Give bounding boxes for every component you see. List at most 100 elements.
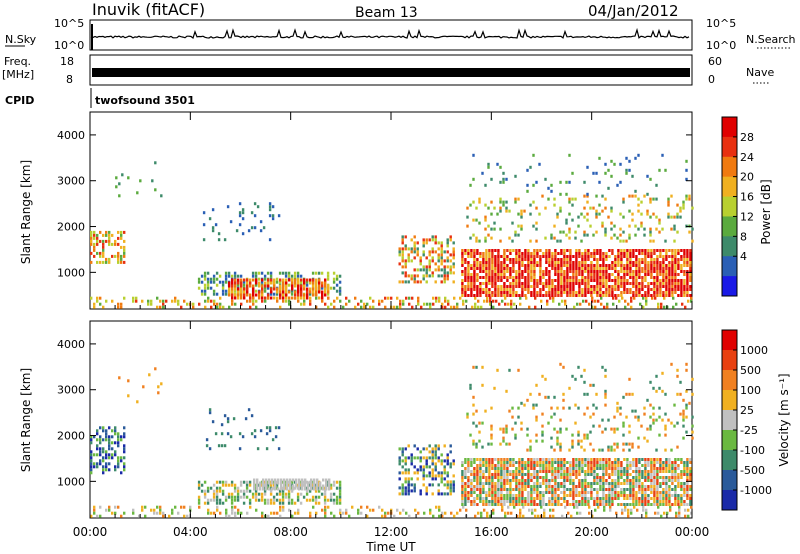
echo-cell	[572, 264, 575, 267]
echo-cell	[265, 426, 269, 430]
echo-cell	[515, 270, 518, 273]
echo-cell	[308, 498, 312, 502]
echo-cell	[476, 249, 479, 252]
echo-cell	[413, 256, 416, 260]
echo-cell	[536, 473, 539, 476]
echo-cell	[500, 255, 503, 258]
echo-cell	[629, 461, 632, 464]
echo-cell	[290, 274, 294, 278]
echo-cell	[627, 511, 630, 515]
echo-cell	[315, 293, 318, 297]
echo-cell	[332, 286, 336, 290]
echo-cell	[217, 444, 221, 448]
echo-cell	[384, 511, 387, 515]
echo-cell	[473, 497, 476, 500]
echo-cell	[491, 476, 494, 479]
echo-cell	[303, 281, 306, 285]
echo-cell	[675, 514, 678, 518]
echo-cell	[230, 483, 234, 487]
nsearch-label: N.Search	[746, 33, 796, 46]
echo-cell	[685, 368, 688, 372]
echo-cell	[689, 261, 692, 264]
echo-cell	[313, 481, 316, 485]
echo-cell	[369, 508, 372, 512]
echo-cell	[497, 249, 500, 252]
echo-cell	[488, 279, 491, 282]
echo-cell	[683, 255, 686, 258]
echo-cell	[268, 202, 272, 206]
echo-cell	[360, 505, 363, 509]
echo-cell	[602, 294, 605, 297]
echo-cell	[96, 453, 99, 457]
echo-cell	[551, 467, 554, 470]
echo-cell	[556, 239, 559, 243]
echo-cell	[575, 279, 578, 282]
echo-cell	[461, 497, 464, 500]
echo-cell	[218, 489, 222, 493]
echo-cell	[632, 470, 635, 473]
echo-cell	[515, 494, 518, 497]
echo-cell	[644, 249, 647, 252]
echo-cell	[635, 270, 638, 273]
echo-cell	[605, 252, 608, 255]
echo-cell	[271, 217, 275, 221]
echo-cell	[120, 435, 123, 439]
echo-cell	[324, 281, 327, 285]
echo-cell	[273, 511, 276, 515]
echo-cell	[287, 489, 291, 493]
echo-cell	[690, 296, 693, 300]
echo-cell	[595, 392, 598, 396]
echo-cell	[401, 235, 404, 239]
echo-cell	[509, 273, 512, 276]
echo-cell	[210, 299, 213, 303]
echo-cell	[678, 511, 681, 515]
echo-cell	[407, 253, 410, 257]
echo-cell	[598, 448, 601, 452]
echo-cell	[234, 293, 237, 297]
echo-cell	[425, 256, 428, 260]
echo-cell	[632, 294, 635, 297]
echo-cell	[280, 484, 283, 488]
echo-cell	[342, 511, 345, 515]
echo-cell	[265, 447, 269, 451]
echo-cell	[467, 470, 470, 473]
echo-cell	[641, 476, 644, 479]
echo-cell	[509, 461, 512, 464]
echo-cell	[542, 270, 545, 273]
echo-cell	[204, 305, 207, 309]
colorbar-swatch	[722, 236, 737, 257]
echo-cell	[572, 479, 575, 482]
echo-cell	[682, 415, 685, 419]
echo-cell	[614, 467, 617, 470]
echo-cell	[401, 265, 404, 269]
echo-cell	[274, 426, 278, 430]
echo-cell	[524, 252, 527, 255]
echo-cell	[608, 285, 611, 288]
echo-cell	[599, 464, 602, 467]
echo-cell	[530, 479, 533, 482]
echo-cell	[665, 494, 668, 497]
echo-cell	[607, 448, 610, 452]
echo-cell	[545, 294, 548, 297]
echo-cell	[443, 271, 446, 275]
echo-cell	[466, 224, 469, 228]
echo-cell	[557, 261, 560, 264]
colorbar-tick-label: -1000	[740, 484, 772, 497]
echo-cell	[614, 473, 617, 476]
echo-cell	[239, 495, 243, 499]
echo-cell	[530, 279, 533, 282]
echo-cell	[467, 249, 470, 252]
echo-cell	[614, 255, 617, 258]
echo-cell	[626, 497, 629, 500]
echo-cell	[632, 476, 635, 479]
echo-cell	[593, 255, 596, 258]
echo-cell	[683, 494, 686, 497]
echo-cell	[221, 492, 225, 496]
echo-cell	[102, 438, 105, 442]
echo-cell	[632, 261, 635, 264]
echo-cell	[489, 299, 492, 303]
echo-cell	[512, 473, 515, 476]
echo-cell	[252, 302, 255, 306]
colorbar-swatch	[722, 450, 737, 471]
echo-cell	[221, 289, 225, 293]
